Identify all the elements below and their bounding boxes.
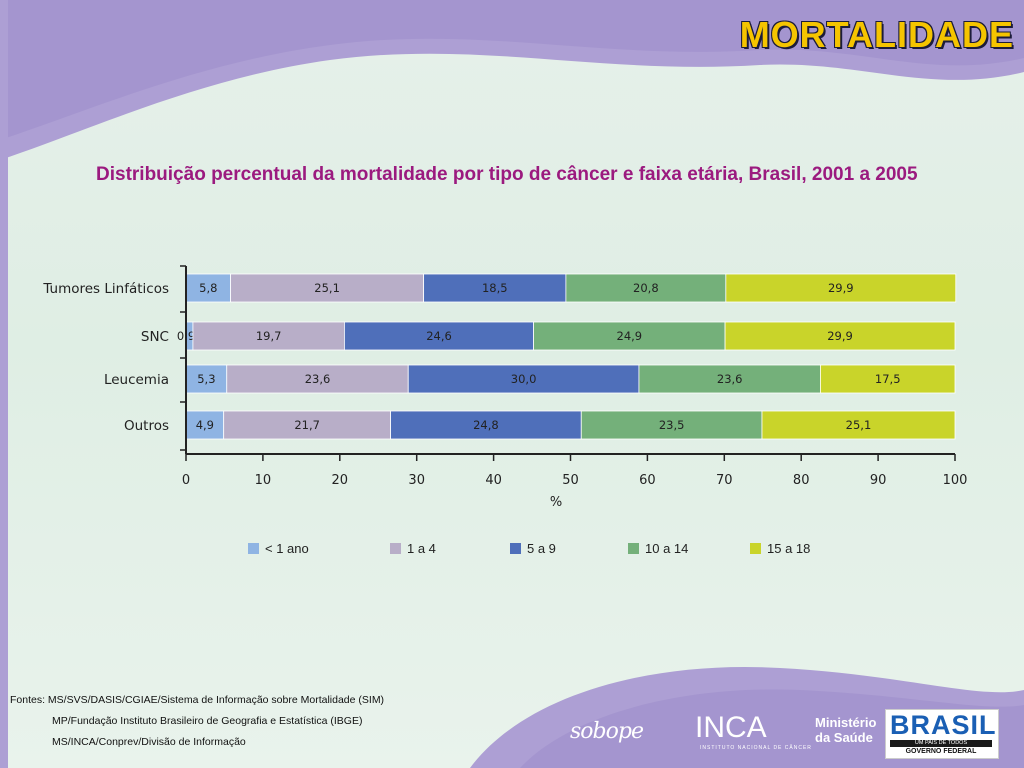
legend-label: 10 a 14 [645,540,689,556]
sobope-logo: sobope [570,719,644,744]
x-tick-label: 100 [943,473,968,488]
bar-value-label: 24,9 [617,329,643,343]
brasil-wordmark: BRASIL [890,710,997,740]
x-tick-label: 50 [562,473,579,488]
category-label: Tumores Linfáticos [42,281,169,297]
ministerio-line: da Saúde [815,730,873,745]
source-line: Fontes: MS/SVS/DASIS/CGIAE/Sistema de In… [10,694,385,706]
chart-bars: 5,825,118,520,829,90,919,724,624,929,95,… [177,273,957,440]
legend-item: 1 a 4 [390,540,436,556]
bar-segment [192,321,345,351]
x-tick-label: 60 [639,473,656,488]
bar-segment [226,364,409,394]
brasil-governo-federal: GOVERNO FEDERAL [905,748,977,755]
bar-value-label: 24,8 [473,418,499,432]
bar-value-label: 5,3 [197,372,215,386]
legend-item: 15 a 18 [750,540,810,556]
category-label: Outros [124,418,169,434]
x-tick-label: 40 [485,473,502,488]
x-tick-label: 70 [716,473,733,488]
x-tick-label: 30 [408,473,425,488]
legend-label: 1 a 4 [407,540,436,556]
bar-value-label: 17,5 [875,372,901,386]
bar-segment [820,364,956,394]
bar-value-label: 25,1 [846,418,872,432]
bar-segment [185,364,228,394]
legend-item: 5 a 9 [510,540,556,556]
bar-value-label: 4,9 [196,418,214,432]
legend-swatch [628,542,639,554]
bar-value-label: 30,0 [511,372,537,386]
legend-swatch [750,542,761,554]
legend-swatch [248,542,259,554]
bar-value-label: 29,9 [828,281,854,295]
bar-value-label: 5,8 [199,281,217,295]
category-label: Leucemia [104,372,169,388]
x-tick-label: 80 [793,473,810,488]
legend-label: 5 a 9 [527,540,556,556]
legend-swatch [390,542,401,554]
bar-value-label: 20,8 [633,281,659,295]
footer-logos: sobope INCA INSTITUTO NACIONAL DE CÂNCER… [560,705,1010,760]
bar-value-label: 23,6 [717,372,743,386]
bar-segment [390,410,582,440]
inca-logo: INCA [695,711,767,744]
chart-title: Distribuição percentual da mortalidade p… [96,164,918,185]
banner-title: MORTALIDADE [739,14,1014,55]
bar-value-label: 25,1 [314,281,340,295]
legend-item: 10 a 14 [628,540,688,556]
ministerio-saude-logo: Ministério da Saúde [815,715,876,745]
bar-segment [638,364,821,394]
x-tick-label: 20 [332,473,349,488]
brasil-tagline: UM PAÍS DE TODOS [890,740,992,747]
category-label: SNC [141,329,169,345]
bar-value-label: 23,6 [305,372,331,386]
source-line: MP/Fundação Instituto Brasileiro de Geog… [52,715,363,727]
bar-value-label: 23,5 [659,418,685,432]
bar-value-label: 21,7 [294,418,320,432]
inca-logo-subtitle: INSTITUTO NACIONAL DE CÂNCER [700,745,812,751]
source-line: MS/INCA/Conprev/Divisão de Informação [52,736,246,748]
bar-value-label: 18,5 [482,281,508,295]
bar-value-label: 24,6 [426,329,452,343]
bar-value-label: 19,7 [256,329,282,343]
legend-label: < 1 ano [265,540,309,556]
legend-label: 15 a 18 [767,540,811,556]
legend-swatch [510,542,521,554]
bar-segment [761,410,956,440]
x-axis-label: % [550,495,562,510]
bar-segment [580,410,763,440]
chart-legend: < 1 ano 1 a 4 5 a 9 10 a 14 15 a 18 [248,540,848,560]
x-tick-label: 0 [182,473,190,488]
sources-block: Fontes: MS/SVS/DASIS/CGIAE/Sistema de In… [10,690,384,753]
bar-segment [565,273,727,303]
brasil-governo-federal-logo: BRASIL UM PAÍS DE TODOS GOVERNO FEDERAL [885,709,999,759]
bar-segment [724,321,956,351]
legend-item: < 1 ano [248,540,309,556]
x-tick-label: 90 [870,473,887,488]
chart-axes: Tumores Linfáticos SNC Leucemia Outros 0 10 20… [42,265,968,510]
bar-segment [344,321,534,351]
bar-segment [725,273,957,303]
x-tick-label: 10 [255,473,272,488]
bar-value-label: 29,9 [827,329,853,343]
ministerio-line: Ministério [815,715,877,730]
bar-segment [185,273,232,303]
bar-segment [223,410,391,440]
